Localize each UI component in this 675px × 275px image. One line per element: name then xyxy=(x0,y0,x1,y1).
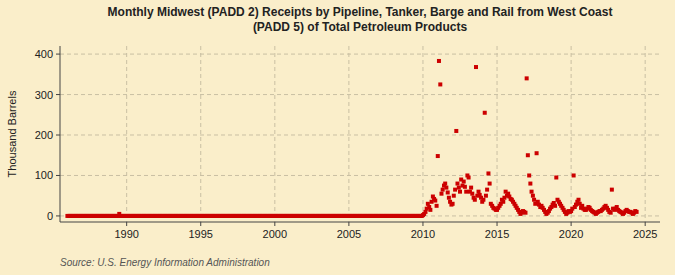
y-tick xyxy=(56,54,60,55)
point xyxy=(446,190,450,194)
grid xyxy=(60,46,660,222)
point xyxy=(554,175,558,179)
point xyxy=(428,208,432,212)
grid-line-x xyxy=(126,46,127,222)
grid-line-x xyxy=(571,46,572,222)
chart: Monthly Midwest (PADD 2) Receipts by Pip… xyxy=(0,0,675,275)
x-tick-label: 2025 xyxy=(633,228,657,240)
grid-line-y xyxy=(60,175,660,176)
point xyxy=(439,192,443,196)
x-tick-label: 2010 xyxy=(411,228,435,240)
point xyxy=(462,180,466,184)
point xyxy=(433,199,437,203)
x-tick-label: 2020 xyxy=(559,228,583,240)
point xyxy=(453,188,457,192)
point xyxy=(469,186,473,190)
point xyxy=(483,111,487,115)
y-tick xyxy=(56,135,60,136)
point xyxy=(455,182,459,186)
y-tick-label: 100 xyxy=(35,169,53,181)
point xyxy=(531,194,535,198)
point xyxy=(474,65,478,69)
point xyxy=(451,202,455,206)
x-tick xyxy=(274,222,275,226)
point xyxy=(610,188,614,192)
point xyxy=(577,198,581,202)
points xyxy=(65,59,638,218)
point xyxy=(457,186,461,190)
y-tick-label: 0 xyxy=(47,210,53,222)
grid-line-x xyxy=(645,46,646,222)
point xyxy=(454,129,458,133)
x-tick-label: 2000 xyxy=(263,228,287,240)
grid-line-x xyxy=(422,46,423,222)
x-tick-label: 1990 xyxy=(114,228,138,240)
title-line: (PADD 5) of Total Petroleum Products xyxy=(253,20,468,34)
grid-line-y xyxy=(60,94,660,95)
x-tick xyxy=(126,222,127,226)
x-tick-label: 2015 xyxy=(485,228,509,240)
x-tick xyxy=(200,222,201,226)
point xyxy=(447,196,451,200)
point xyxy=(470,192,474,196)
point xyxy=(484,194,488,198)
x-tick xyxy=(348,222,349,226)
x-tick xyxy=(571,222,572,226)
x-axis-line xyxy=(60,222,660,223)
point xyxy=(443,182,447,186)
point xyxy=(635,210,639,214)
point xyxy=(528,182,532,186)
source-note: Source: U.S. Energy Information Administ… xyxy=(60,257,270,268)
x-tick-label: 1995 xyxy=(188,228,212,240)
y-tick-label: 400 xyxy=(35,48,53,60)
point xyxy=(458,190,462,194)
x-tick xyxy=(645,222,646,226)
point xyxy=(481,198,485,202)
grid-line-x xyxy=(200,46,201,222)
point xyxy=(473,198,477,202)
grid-line-y xyxy=(60,135,660,136)
point xyxy=(444,186,448,190)
y-tick-label: 200 xyxy=(35,129,53,141)
point xyxy=(527,173,531,177)
point xyxy=(438,82,442,86)
y-tick xyxy=(56,215,60,216)
point xyxy=(535,151,539,155)
point xyxy=(436,154,440,158)
point xyxy=(441,188,445,192)
y-axis-line xyxy=(60,46,61,222)
point xyxy=(532,198,536,202)
point xyxy=(488,182,492,186)
grid-line-y xyxy=(60,54,660,55)
y-tick xyxy=(56,94,60,95)
point xyxy=(523,211,527,215)
y-tick-label: 300 xyxy=(35,89,53,101)
grid-line-x xyxy=(274,46,275,222)
y-axis-label: Thousand Barrels xyxy=(6,90,18,177)
point xyxy=(553,204,557,208)
grid-line-x xyxy=(497,46,498,222)
point xyxy=(435,204,439,208)
title-line: Monthly Midwest (PADD 2) Receipts by Pip… xyxy=(108,5,613,19)
x-tick-label: 2005 xyxy=(337,228,361,240)
point xyxy=(463,185,467,189)
point xyxy=(572,173,576,177)
x-tick xyxy=(422,222,423,226)
point xyxy=(486,171,490,175)
point xyxy=(437,59,441,63)
point xyxy=(464,190,468,194)
point xyxy=(530,190,534,194)
point xyxy=(501,200,505,204)
point xyxy=(525,76,529,80)
x-tick xyxy=(497,222,498,226)
point xyxy=(526,153,530,157)
grid-line-x xyxy=(348,46,349,222)
point xyxy=(452,194,456,198)
point xyxy=(609,211,613,215)
y-tick xyxy=(56,175,60,176)
point xyxy=(467,175,471,179)
point xyxy=(485,188,489,192)
title: Monthly Midwest (PADD 2) Receipts by Pip… xyxy=(108,5,613,34)
